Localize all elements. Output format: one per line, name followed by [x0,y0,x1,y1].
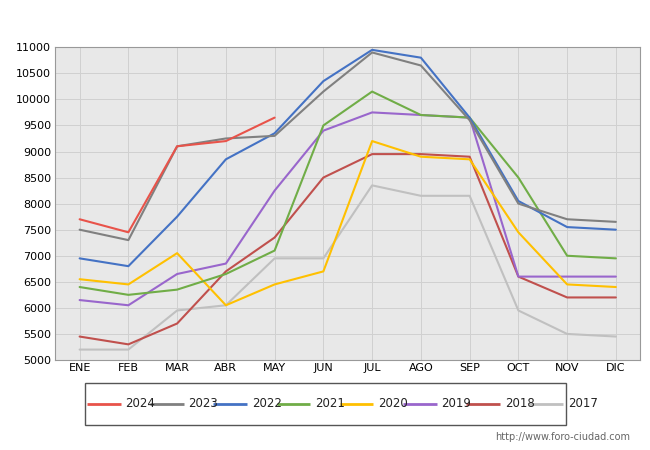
Text: 2017: 2017 [568,397,598,410]
Text: 2024: 2024 [125,397,155,410]
Text: http://www.foro-ciudad.com: http://www.foro-ciudad.com [495,432,630,442]
Text: 2020: 2020 [378,397,408,410]
Text: 2018: 2018 [504,397,534,410]
Text: 2021: 2021 [315,397,345,410]
Text: 2019: 2019 [441,397,471,410]
Text: Afiliados en Conil de la Frontera a 31/5/2024: Afiliados en Conil de la Frontera a 31/5… [140,9,510,27]
Text: 2023: 2023 [188,397,218,410]
Text: 2022: 2022 [252,397,281,410]
